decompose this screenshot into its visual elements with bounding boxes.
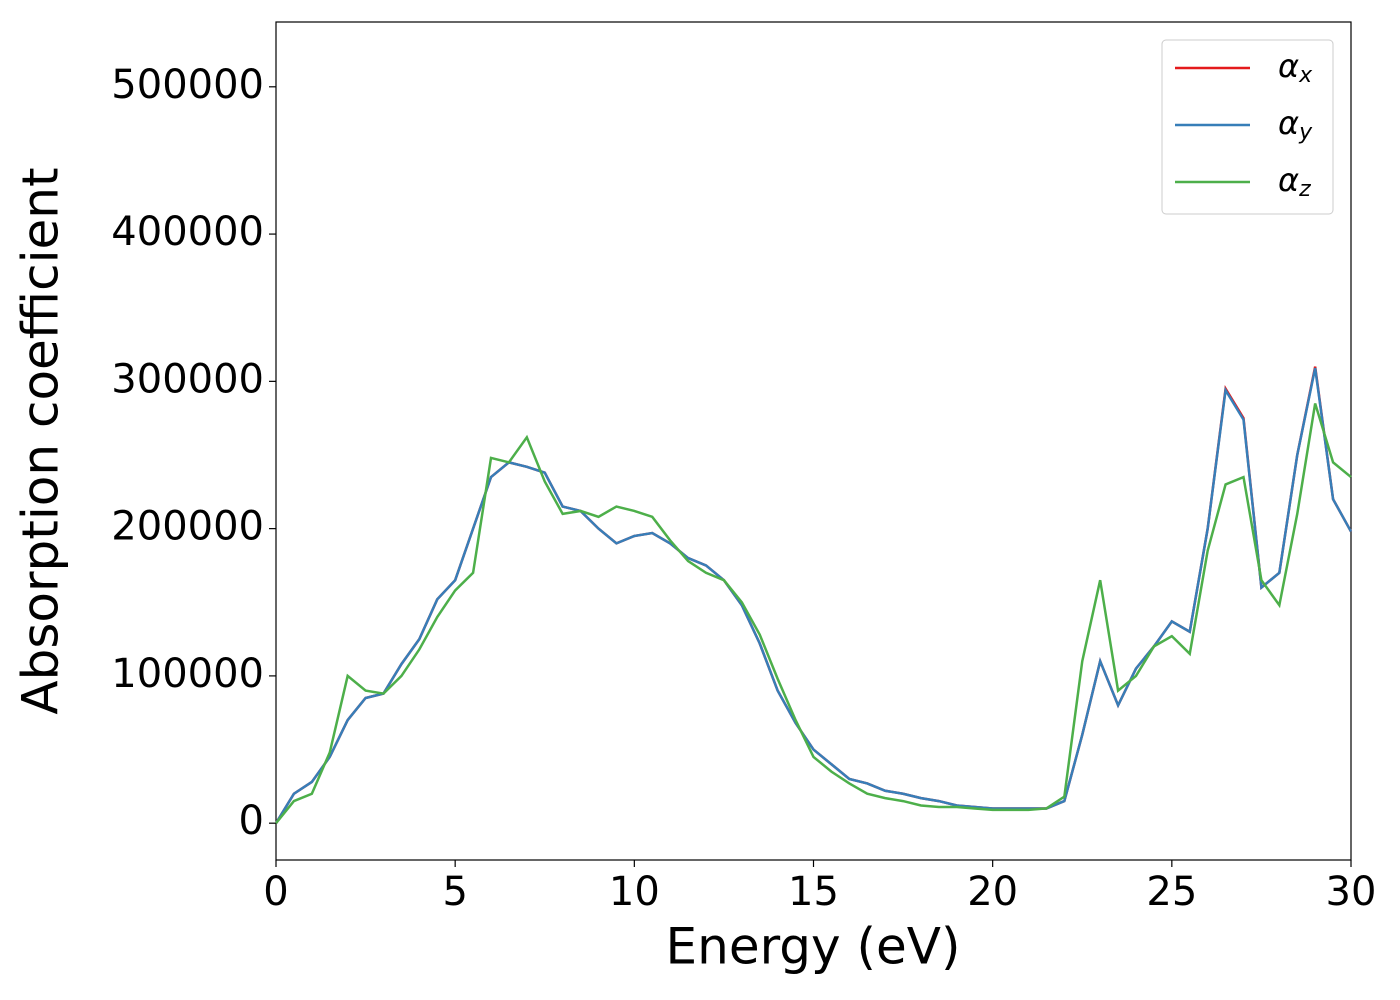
x-tick-label: 5 — [442, 869, 467, 915]
x-tick-label: 30 — [1326, 869, 1377, 915]
y-tick-label: 400000 — [111, 209, 264, 255]
x-tick-label: 25 — [1146, 869, 1197, 915]
series-line — [274, 367, 1353, 824]
y-axis-label: Absorption coefficient — [12, 167, 70, 714]
series-line — [275, 403, 1352, 824]
y-tick-label: 200000 — [111, 504, 264, 550]
x-tick-label: 0 — [263, 869, 288, 915]
y-tick-label: 0 — [239, 798, 264, 844]
x-tick-label: 20 — [967, 869, 1018, 915]
legend-label: αy — [1278, 104, 1313, 145]
legend-label: αz — [1278, 161, 1311, 202]
y-tick-label: 300000 — [111, 356, 264, 402]
legend-label: αx — [1278, 47, 1313, 88]
x-axis-label: Energy (eV) — [666, 918, 961, 976]
x-tick-label: 15 — [788, 869, 839, 915]
y-tick-label: 500000 — [111, 62, 264, 108]
y-tick-label: 100000 — [111, 651, 264, 697]
legend-box — [1161, 39, 1334, 215]
x-tick-label: 10 — [609, 869, 660, 915]
